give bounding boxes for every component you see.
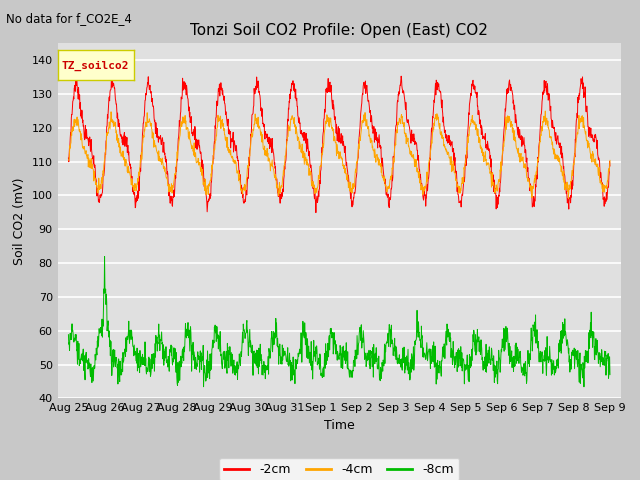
Legend: -2cm, -4cm, -8cm: -2cm, -4cm, -8cm [220, 458, 459, 480]
Y-axis label: Soil CO2 (mV): Soil CO2 (mV) [13, 177, 26, 264]
Title: Tonzi Soil CO2 Profile: Open (East) CO2: Tonzi Soil CO2 Profile: Open (East) CO2 [190, 23, 488, 38]
Text: No data for f_CO2E_4: No data for f_CO2E_4 [6, 12, 132, 25]
X-axis label: Time: Time [324, 419, 355, 432]
